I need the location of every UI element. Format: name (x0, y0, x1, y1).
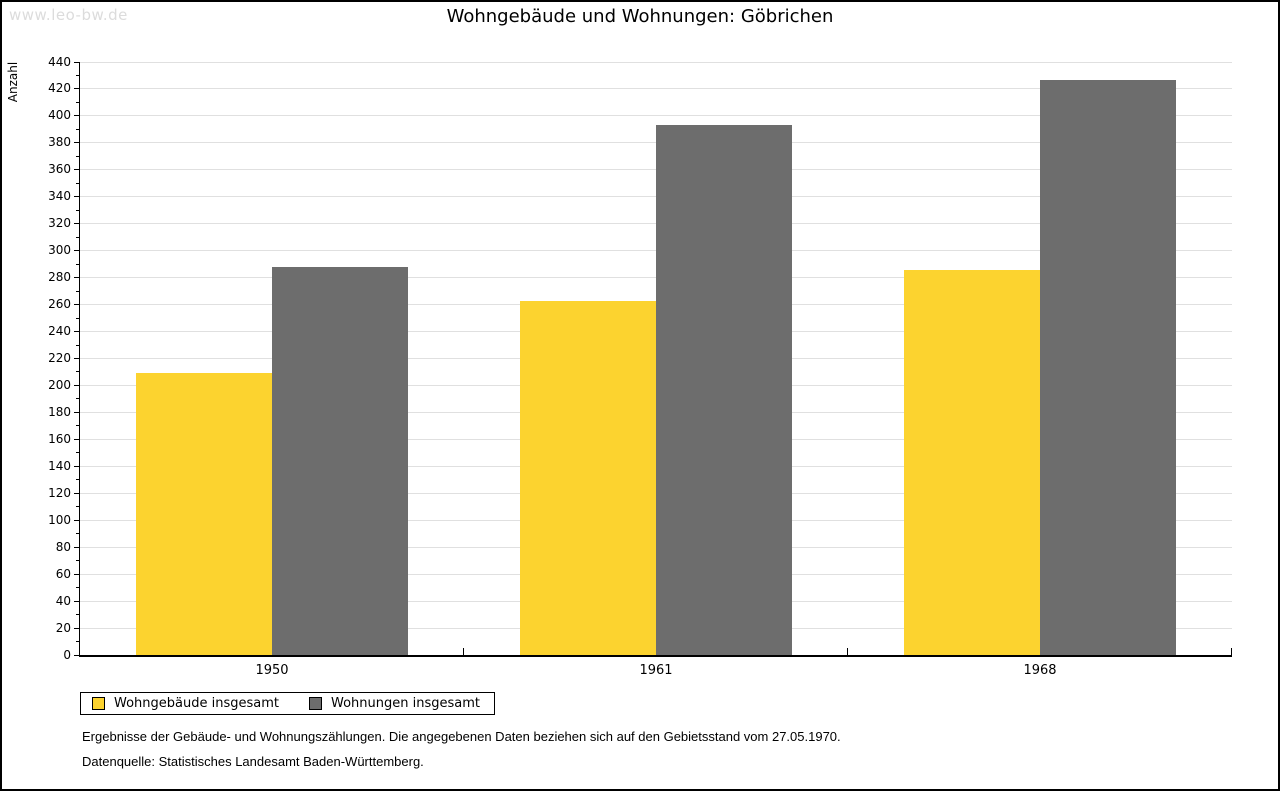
x-tick-1 (463, 648, 464, 655)
y-tick-minor-10 (76, 641, 80, 643)
y-tick-label-360: 360 (48, 162, 71, 177)
y-tick-minor-30 (76, 614, 80, 616)
y-tick-minor-210 (76, 371, 80, 373)
legend-item-wohngebaeude: Wohngebäude insgesamt (92, 696, 279, 711)
watermark: www.leo-bw.de (9, 6, 128, 24)
bar-wohngebaeude-insgesamt-1950 (136, 373, 272, 655)
y-tick-major-280 (74, 277, 80, 279)
y-tick-label-100: 100 (48, 512, 71, 527)
y-tick-minor-390 (76, 128, 80, 130)
bar-wohnungen-insgesamt-1968 (1040, 79, 1176, 655)
x-category-label-1950: 1950 (255, 663, 289, 678)
y-tick-minor-270 (76, 290, 80, 292)
gridline-440 (80, 61, 1232, 63)
y-tick-label-20: 20 (55, 620, 71, 635)
y-tick-major-440 (74, 61, 80, 63)
y-tick-minor-310 (76, 236, 80, 238)
y-tick-major-100 (74, 519, 80, 521)
y-tick-major-0 (74, 654, 80, 656)
y-tick-label-260: 260 (48, 297, 71, 312)
y-tick-label-280: 280 (48, 270, 71, 285)
y-tick-minor-410 (76, 101, 80, 103)
y-tick-label-160: 160 (48, 431, 71, 446)
gridline-420 (80, 88, 1232, 90)
footnote-source-note: Ergebnisse der Gebäude- und Wohnungszähl… (82, 729, 841, 744)
y-tick-major-300 (74, 250, 80, 252)
y-tick-major-240 (74, 331, 80, 333)
y-tick-major-40 (74, 600, 80, 602)
y-tick-minor-50 (76, 587, 80, 589)
y-tick-major-180 (74, 411, 80, 413)
y-tick-minor-150 (76, 452, 80, 454)
y-tick-label-120: 120 (48, 485, 71, 500)
y-tick-minor-330 (76, 209, 80, 211)
y-tick-minor-370 (76, 155, 80, 157)
y-tick-minor-110 (76, 506, 80, 508)
y-tick-label-80: 80 (55, 539, 71, 554)
y-tick-label-0: 0 (63, 647, 71, 662)
legend-item-wohnungen: Wohnungen insgesamt (309, 696, 480, 711)
y-tick-label-300: 300 (48, 243, 71, 258)
bar-wohnungen-insgesamt-1961 (656, 125, 792, 655)
y-tick-major-160 (74, 438, 80, 440)
y-tick-label-220: 220 (48, 351, 71, 365)
y-tick-label-140: 140 (48, 458, 71, 473)
footnote-datasource: Datenquelle: Statistisches Landesamt Bad… (82, 754, 424, 769)
y-tick-label-200: 200 (48, 377, 71, 392)
x-axis-line (79, 655, 1232, 657)
y-tick-major-360 (74, 169, 80, 171)
y-tick-minor-230 (76, 344, 80, 346)
y-tick-minor-90 (76, 533, 80, 535)
y-tick-major-340 (74, 196, 80, 198)
y-tick-label-240: 240 (48, 324, 71, 339)
y-tick-label-40: 40 (55, 593, 71, 608)
y-tick-minor-290 (76, 263, 80, 265)
y-tick-label-380: 380 (48, 135, 71, 150)
y-tick-major-220 (74, 358, 80, 359)
y-tick-major-200 (74, 384, 80, 386)
y-tick-minor-170 (76, 425, 80, 427)
y-tick-minor-130 (76, 479, 80, 481)
y-tick-label-420: 420 (48, 81, 71, 96)
y-tick-minor-190 (76, 398, 80, 400)
bar-wohnungen-insgesamt-1950 (272, 266, 408, 655)
y-tick-major-320 (74, 223, 80, 225)
y-tick-major-60 (74, 573, 80, 575)
y-tick-minor-430 (76, 74, 80, 76)
y-axis-line (79, 62, 80, 656)
legend-swatch-wohngebaeude (92, 697, 105, 710)
y-tick-major-260 (74, 304, 80, 306)
y-tick-major-140 (74, 465, 80, 467)
y-tick-minor-250 (76, 317, 80, 319)
bar-wohngebaeude-insgesamt-1968 (904, 269, 1040, 655)
y-tick-minor-70 (76, 560, 80, 562)
y-tick-label-440: 440 (48, 54, 71, 69)
plot-area: 0 20 40 60 80 100 120 140 160 180 200 220 240 260 280 3… (48, 55, 1232, 678)
x-category-label-1961: 1961 (639, 663, 673, 678)
y-axis-title: Anzahl (6, 61, 20, 103)
legend-label-wohngebaeude: Wohngebäude insgesamt (114, 696, 279, 711)
y-tick-label-180: 180 (48, 404, 71, 419)
y-tick-major-380 (74, 142, 80, 144)
legend: Wohngebäude insgesamt Wohnungen insgesam… (80, 692, 495, 715)
y-tick-label-400: 400 (48, 108, 71, 123)
y-tick-major-20 (74, 627, 80, 629)
x-category-label-1968: 1968 (1023, 663, 1057, 678)
x-tick-2 (847, 648, 848, 655)
y-tick-minor-350 (76, 182, 80, 184)
y-tick-major-400 (74, 115, 80, 117)
y-tick-major-120 (74, 492, 80, 494)
legend-swatch-wohnungen (309, 697, 322, 710)
y-tick-label-320: 320 (48, 216, 71, 231)
legend-label-wohnungen: Wohnungen insgesamt (331, 696, 480, 711)
chart-title: Wohngebäude und Wohnungen: Göbrichen (446, 6, 834, 27)
y-tick-major-420 (74, 88, 80, 90)
y-tick-major-80 (74, 546, 80, 548)
bar-wohngebaeude-insgesamt-1961 (520, 300, 656, 655)
gridline-400 (80, 115, 1232, 117)
y-tick-label-340: 340 (48, 189, 71, 204)
y-tick-label-60: 60 (55, 566, 71, 581)
x-tick-3 (1231, 648, 1232, 655)
